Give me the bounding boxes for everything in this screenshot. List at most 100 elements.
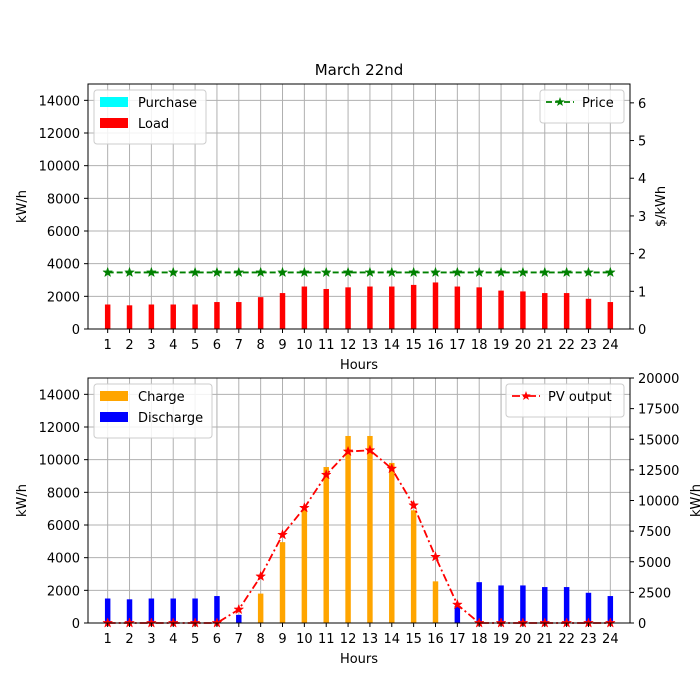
bar-charge bbox=[367, 435, 373, 623]
point-pv-output bbox=[408, 499, 420, 511]
x-tick-label: 17 bbox=[449, 632, 466, 647]
x-tick-label: 10 bbox=[296, 632, 313, 647]
plot-frame bbox=[87, 83, 631, 330]
x-tick-label: 3 bbox=[147, 632, 155, 647]
point-price bbox=[320, 266, 332, 278]
point-price bbox=[386, 266, 398, 278]
bar-load bbox=[432, 282, 439, 329]
y2-tick-label: 6 bbox=[638, 97, 646, 112]
y-tick-label: 0 bbox=[72, 323, 80, 338]
bar-load bbox=[389, 286, 395, 329]
y-tick-label: 2000 bbox=[47, 584, 80, 599]
bar-load bbox=[520, 291, 526, 329]
y-tick-label: 4000 bbox=[47, 258, 80, 273]
x-tick-label: 2 bbox=[125, 632, 133, 647]
bar-load bbox=[279, 293, 286, 329]
y2-axis-label: kW/h bbox=[689, 484, 700, 517]
y2-tick-label: 12500 bbox=[638, 464, 679, 479]
bar-load bbox=[104, 304, 111, 329]
x-tick-label: 19 bbox=[493, 632, 510, 647]
y-tick-label: 12000 bbox=[39, 127, 80, 142]
bar-load bbox=[214, 302, 220, 329]
legend-label: Price bbox=[582, 96, 614, 111]
legend-right: PV output bbox=[505, 383, 625, 418]
bar-load bbox=[367, 286, 373, 329]
y-tick-label: 10000 bbox=[39, 160, 80, 175]
bar-load bbox=[563, 293, 570, 329]
legend-label: Charge bbox=[138, 390, 185, 405]
y2-tick-label: 15000 bbox=[638, 433, 679, 448]
y2-tick-label: 7500 bbox=[638, 525, 671, 540]
x-tick-label: 15 bbox=[405, 632, 422, 647]
x-tick-label: 14 bbox=[384, 632, 401, 647]
series-discharge bbox=[104, 582, 614, 623]
x-tick-label: 21 bbox=[536, 338, 553, 353]
line-pv-output bbox=[107, 449, 611, 624]
point-pv-output bbox=[451, 598, 463, 610]
x-tick-label: 3 bbox=[147, 338, 155, 353]
bar-discharge bbox=[214, 596, 220, 623]
x-tick-label: 4 bbox=[169, 632, 177, 647]
y-tick-label: 8000 bbox=[47, 486, 80, 501]
x-tick-label: 4 bbox=[169, 338, 177, 353]
bar-discharge bbox=[148, 598, 155, 623]
legend-right: Price bbox=[539, 89, 625, 124]
bar-load bbox=[345, 287, 351, 329]
x-tick-label: 12 bbox=[340, 632, 357, 647]
legend-box bbox=[539, 89, 625, 124]
bar-load bbox=[498, 290, 504, 329]
legend-swatch bbox=[100, 118, 128, 128]
x-tick-label: 9 bbox=[278, 338, 286, 353]
x-tick-label: 24 bbox=[602, 338, 619, 353]
bar-load bbox=[607, 302, 614, 329]
point-price bbox=[430, 266, 441, 278]
y2-tick-label: 17500 bbox=[638, 403, 679, 418]
y-tick-label: 4000 bbox=[47, 552, 80, 567]
x-tick-label: 8 bbox=[257, 632, 265, 647]
bar-charge bbox=[432, 581, 439, 623]
y-tick-label: 14000 bbox=[39, 94, 80, 109]
point-price bbox=[255, 266, 267, 278]
y-tick-label: 6000 bbox=[47, 225, 80, 240]
x-tick-label: 23 bbox=[580, 632, 597, 647]
point-price bbox=[408, 266, 420, 278]
point-price bbox=[364, 266, 376, 278]
x-tick-label: 22 bbox=[558, 338, 575, 353]
point-price bbox=[451, 266, 463, 278]
point-pv-output bbox=[277, 529, 288, 540]
y2-tick-label: 10000 bbox=[638, 495, 679, 510]
x-tick-label: 22 bbox=[558, 632, 575, 647]
series-price bbox=[102, 266, 616, 278]
bar-load bbox=[542, 293, 548, 329]
x-tick-label: 20 bbox=[515, 632, 532, 647]
chart-panel-1: 1 2 3 4 5 6 7 8 9 10 11 12 13 14 15 16 17 18 19 20 21 22 23 240… bbox=[15, 61, 669, 373]
x-tick-label: 6 bbox=[213, 338, 221, 353]
x-tick-label: 19 bbox=[493, 338, 510, 353]
point-pv-output bbox=[233, 603, 245, 615]
y2-tick-label: 5 bbox=[638, 135, 646, 150]
legend-marker bbox=[521, 391, 531, 401]
y2-axis-label: $/kWh bbox=[654, 186, 669, 227]
chart-title: March 22nd bbox=[315, 61, 404, 79]
y2-tick-label: 4 bbox=[638, 172, 646, 187]
y-tick-label: 0 bbox=[72, 617, 80, 632]
bar-load bbox=[410, 284, 417, 329]
x-tick-label: 1 bbox=[104, 632, 112, 647]
bar-discharge bbox=[607, 596, 614, 623]
x-tick-label: 7 bbox=[235, 632, 243, 647]
x-tick-label: 1 bbox=[104, 338, 112, 353]
x-tick-label: 11 bbox=[318, 632, 335, 647]
x-tick-label: 18 bbox=[471, 632, 488, 647]
bar-discharge bbox=[542, 587, 548, 623]
bar-load bbox=[236, 302, 242, 329]
bar-charge bbox=[279, 542, 286, 623]
legend-left: Purchase Load bbox=[93, 89, 207, 145]
bar-discharge bbox=[192, 598, 198, 623]
y-tick-label: 14000 bbox=[39, 388, 80, 403]
point-price bbox=[561, 266, 573, 278]
point-pv-output bbox=[298, 502, 310, 513]
x-tick-label: 12 bbox=[340, 338, 357, 353]
bar-load bbox=[323, 288, 329, 329]
y-tick-label: 8000 bbox=[47, 192, 80, 207]
y-axis-label: kW/h bbox=[15, 484, 30, 517]
